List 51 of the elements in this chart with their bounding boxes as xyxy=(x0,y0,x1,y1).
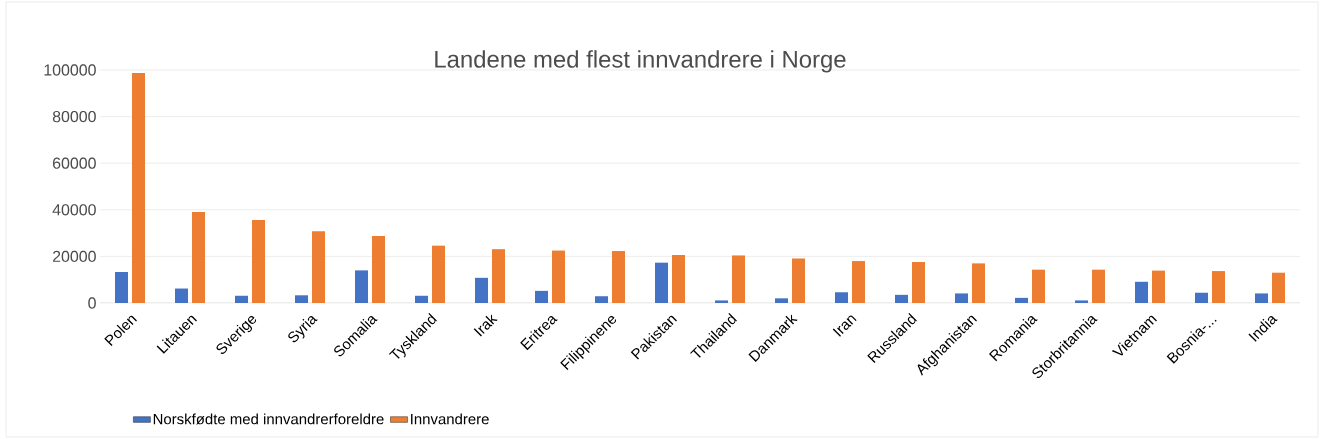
bar xyxy=(192,212,206,303)
bar xyxy=(252,220,266,303)
bar xyxy=(835,292,849,303)
bar xyxy=(612,251,626,303)
bar xyxy=(912,261,926,303)
bar xyxy=(1075,300,1089,303)
y-tick-label: 40000 xyxy=(52,204,96,216)
x-tick-label: Iran xyxy=(832,315,857,337)
bar xyxy=(475,277,489,303)
bar xyxy=(655,262,669,303)
bar xyxy=(792,258,806,303)
bar xyxy=(132,73,146,303)
y-tick-label: 100000 xyxy=(44,64,96,76)
bar xyxy=(955,293,969,303)
bar xyxy=(1092,269,1106,303)
bar xyxy=(355,270,369,303)
bar xyxy=(1015,297,1029,303)
bar xyxy=(715,300,729,303)
bar xyxy=(1195,292,1209,303)
bar xyxy=(492,249,506,303)
x-tick-label: Irak xyxy=(473,314,498,337)
bar xyxy=(175,288,189,303)
bar xyxy=(235,295,249,303)
bar xyxy=(372,236,386,303)
bar xyxy=(295,295,309,303)
bar xyxy=(535,290,549,303)
bar xyxy=(312,231,326,303)
bar xyxy=(1135,281,1149,303)
bar xyxy=(672,254,686,303)
legend-label: Norskfødte med innvandrerforeldre xyxy=(153,413,384,425)
bar xyxy=(895,294,909,303)
bar xyxy=(115,272,129,303)
chart-title: Landene med flest innvandrere i Norge xyxy=(435,50,846,73)
bar xyxy=(1212,271,1226,303)
y-tick-label: 20000 xyxy=(52,250,96,263)
bar xyxy=(775,298,789,303)
bar xyxy=(432,245,446,303)
bar xyxy=(595,296,609,303)
bar xyxy=(972,263,986,303)
bar xyxy=(552,250,566,303)
bar xyxy=(732,255,746,303)
y-tick-label: 60000 xyxy=(52,157,96,169)
bar xyxy=(1152,270,1166,303)
bar xyxy=(1255,293,1269,303)
bar xyxy=(415,295,429,303)
bar xyxy=(1272,272,1286,303)
legend-label: Innvandrere xyxy=(411,413,489,425)
bar xyxy=(1032,269,1046,303)
y-tick-label: 0 xyxy=(88,297,96,309)
bar xyxy=(852,261,866,303)
y-tick-label: 80000 xyxy=(52,110,96,123)
